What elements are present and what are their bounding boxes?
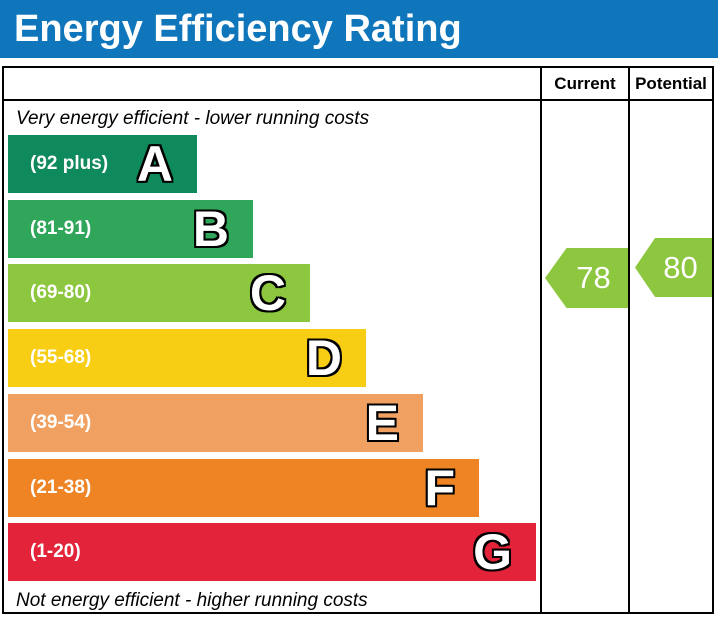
bottom-note: Not energy efficient - higher running co… xyxy=(16,590,368,611)
potential-rating-arrow: 80 xyxy=(635,238,712,297)
band-row-A: (92 plus) A xyxy=(8,135,197,193)
band-row-F: (21-38) F xyxy=(8,459,479,517)
band-letter-F: F xyxy=(424,460,455,516)
band-row-B: (81-91) B xyxy=(8,200,253,258)
column-divider-current xyxy=(540,68,542,612)
band-row-E: (39-54) E xyxy=(8,394,423,452)
band-letter-C: C xyxy=(249,265,286,321)
band-letter-B: B xyxy=(192,201,229,257)
band-row-G: (1-20) G xyxy=(8,523,536,581)
band-range-label-C: (69-80) xyxy=(30,282,92,303)
band-letter-E: E xyxy=(365,395,399,451)
page-title: Energy Efficiency Rating xyxy=(14,7,462,50)
band-range-label-A: (92 plus) xyxy=(30,153,109,174)
current-rating-arrow: 78 xyxy=(545,248,628,308)
band-range-label-F: (21-38) xyxy=(30,477,92,498)
band-range-label-D: (55-68) xyxy=(30,347,92,368)
band-letter-D: D xyxy=(305,330,342,386)
band-range-label-G: (1-20) xyxy=(30,541,81,562)
band-letter-A: A xyxy=(136,136,173,192)
column-divider-potential xyxy=(628,68,630,612)
band-range-label-B: (81-91) xyxy=(30,218,92,239)
rating-table: Current Potential Very energy efficient … xyxy=(2,66,714,614)
chart-title-bar: Energy Efficiency Rating xyxy=(0,0,718,58)
band-range-label-E: (39-54) xyxy=(30,412,92,433)
table-header-row xyxy=(4,68,712,101)
column-header-current: Current xyxy=(554,73,616,93)
band-row-C: (69-80) C xyxy=(8,264,310,322)
column-header-potential: Potential xyxy=(635,73,707,93)
top-note: Very energy efficient - lower running co… xyxy=(16,108,370,129)
band-letter-G: G xyxy=(473,524,512,580)
band-row-D: (55-68) D xyxy=(8,329,366,387)
